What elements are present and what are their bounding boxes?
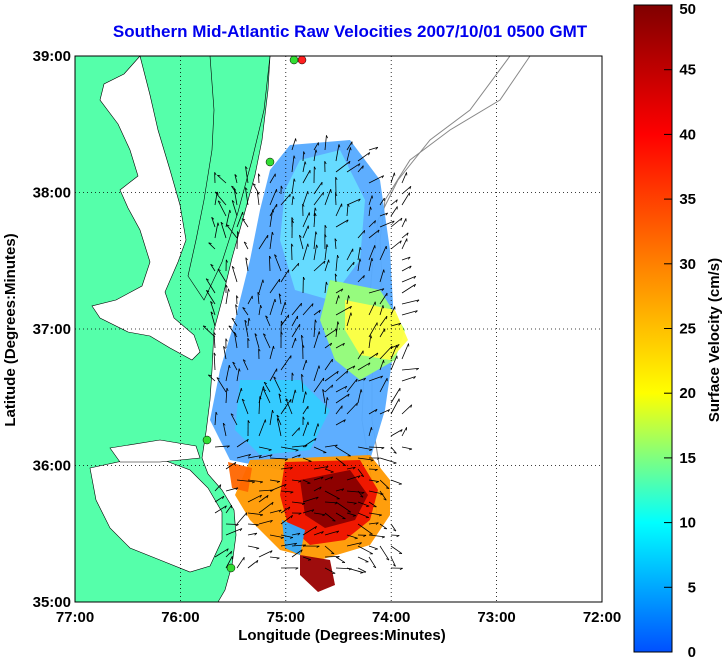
latitude-tick-label: 35:00 bbox=[33, 594, 71, 611]
latitude-tick-label: 38:00 bbox=[33, 185, 71, 202]
delmarva-peninsula bbox=[187, 55, 271, 301]
colorbar-label: Surface Velocity (cm/s) bbox=[706, 258, 723, 422]
colorbar-tick-label: 25 bbox=[679, 321, 696, 338]
colorbar-tick-label: 10 bbox=[679, 515, 696, 532]
latitude-tick-label: 37:00 bbox=[33, 321, 71, 338]
station-marker bbox=[289, 55, 299, 65]
pamlico-sound bbox=[89, 454, 223, 573]
plot-area bbox=[74, 55, 603, 603]
radar-stations bbox=[202, 55, 307, 573]
albemarle-sound bbox=[109, 439, 201, 463]
x-axis-label: Longitude (Degrees:Minutes) bbox=[238, 627, 446, 644]
station-marker bbox=[297, 55, 307, 65]
station-marker bbox=[226, 563, 236, 573]
colorbar-tick-label: 45 bbox=[679, 62, 696, 79]
latitude-tick-label: 36:00 bbox=[33, 458, 71, 475]
longitude-tick-label: 76:00 bbox=[161, 609, 199, 626]
colorbar-tick-label: 50 bbox=[679, 1, 696, 18]
colorbar-tick-label: 40 bbox=[679, 126, 696, 143]
colorbar-tick-label: 15 bbox=[679, 450, 696, 467]
colorbar-tick-label: 5 bbox=[688, 579, 696, 596]
y-axis-label: Latitude (Degrees:Minutes) bbox=[2, 233, 19, 426]
chesapeake-bay bbox=[91, 55, 201, 361]
station-marker bbox=[202, 435, 212, 445]
longitude-ticks: 77:00 76:00 75:00 74:00 73:00 72:00 bbox=[56, 609, 621, 626]
colorbar-tick-label: 35 bbox=[679, 191, 696, 208]
longitude-tick-label: 72:00 bbox=[583, 609, 621, 626]
latitude-tick-label: 39:00 bbox=[33, 48, 71, 65]
velocity-vectors bbox=[202, 135, 420, 574]
longitude-tick-label: 75:00 bbox=[267, 609, 305, 626]
longitude-tick-label: 74:00 bbox=[372, 609, 410, 626]
station-marker bbox=[265, 157, 275, 167]
map-title: Southern Mid-Atlantic Raw Velocities 200… bbox=[112, 22, 588, 41]
colorbar-tick-label: 0 bbox=[688, 644, 696, 659]
longitude-tick-label: 77:00 bbox=[56, 609, 94, 626]
colorbar-tick-label: 30 bbox=[679, 256, 696, 273]
latitude-ticks: 39:00 38:00 37:00 36:00 35:00 bbox=[33, 48, 71, 611]
longitude-tick-label: 73:00 bbox=[477, 609, 515, 626]
colorbar-ticks: 0 5 10 15 20 25 30 35 40 45 50 bbox=[664, 1, 696, 659]
colorbar-tick-label: 20 bbox=[679, 385, 696, 402]
